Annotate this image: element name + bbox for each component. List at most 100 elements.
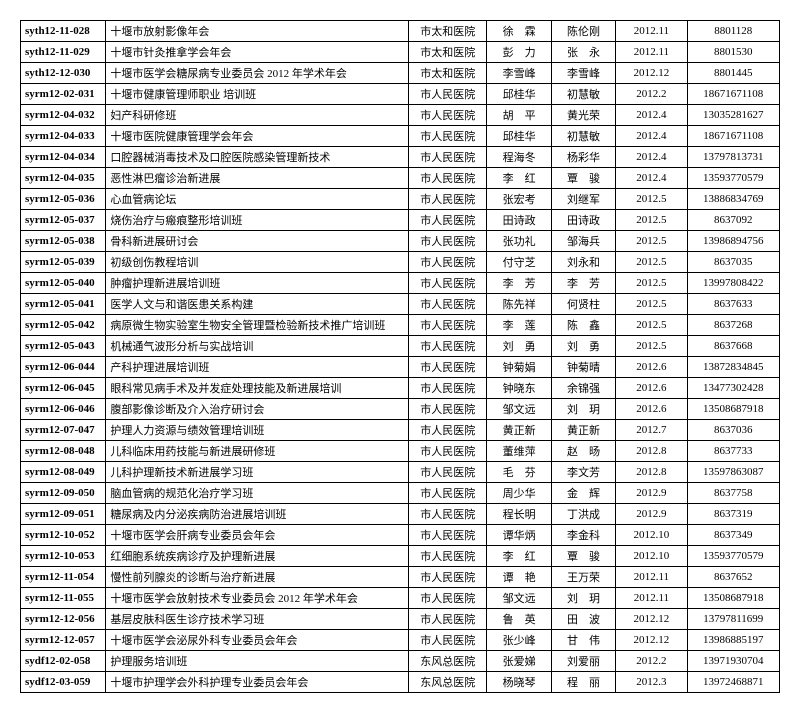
cell-col-2: 市人民医院 [409, 105, 487, 126]
cell-col-0: syrm12-05-038 [21, 231, 106, 252]
cell-col-6: 8637733 [687, 441, 779, 462]
cell-col-2: 市人民医院 [409, 546, 487, 567]
cell-col-3: 张少峰 [487, 630, 551, 651]
cell-col-3: 邹文远 [487, 399, 551, 420]
cell-col-5: 2012.5 [616, 315, 687, 336]
cell-col-0: syrm12-09-050 [21, 483, 106, 504]
cell-col-1: 十堰市医学会糖尿病专业委员会 2012 年学术年会 [106, 63, 409, 84]
table-row: syrm12-05-040肿瘤护理新进展培训班市人民医院李 芳李 芳2012.5… [21, 273, 780, 294]
table-row: syrm12-06-044产科护理进展培训班市人民医院钟菊娟钟菊晴2012.61… [21, 357, 780, 378]
table-row: syrm12-04-034口腔器械消毒技术及口腔医院感染管理新技术市人民医院程海… [21, 147, 780, 168]
cell-col-6: 18671671108 [687, 84, 779, 105]
cell-col-1: 十堰市医院健康管理学会年会 [106, 126, 409, 147]
table-row: syrm12-09-051糖尿病及内分泌疾病防治进展培训班市人民医院程长明丁洪成… [21, 504, 780, 525]
cell-col-5: 2012.12 [616, 609, 687, 630]
cell-col-4: 黄正新 [551, 420, 615, 441]
cell-col-6: 8637633 [687, 294, 779, 315]
cell-col-6: 13508687918 [687, 588, 779, 609]
cell-col-6: 8637349 [687, 525, 779, 546]
cell-col-3: 李 芳 [487, 273, 551, 294]
cell-col-5: 2012.5 [616, 210, 687, 231]
cell-col-1: 妇产科研修班 [106, 105, 409, 126]
cell-col-1: 病原微生物实验室生物安全管理暨检验新技术推广培训班 [106, 315, 409, 336]
cell-col-2: 市人民医院 [409, 630, 487, 651]
cell-col-2: 市人民医院 [409, 441, 487, 462]
cell-col-0: syrm12-05-040 [21, 273, 106, 294]
cell-col-3: 李雪峰 [487, 63, 551, 84]
cell-col-5: 2012.6 [616, 399, 687, 420]
table-row: syrm12-10-053红细胞系统疾病诊疗及护理新进展市人民医院李 红覃 骏2… [21, 546, 780, 567]
cell-col-6: 13972468871 [687, 672, 779, 693]
cell-col-6: 8637668 [687, 336, 779, 357]
cell-col-6: 13872834845 [687, 357, 779, 378]
cell-col-3: 胡 平 [487, 105, 551, 126]
cell-col-4: 李金科 [551, 525, 615, 546]
cell-col-6: 8801128 [687, 21, 779, 42]
cell-col-2: 市人民医院 [409, 147, 487, 168]
cell-col-1: 十堰市放射影像年会 [106, 21, 409, 42]
cell-col-5: 2012.5 [616, 273, 687, 294]
cell-col-3: 钟晓东 [487, 378, 551, 399]
data-table: syth12-11-028十堰市放射影像年会市太和医院徐 霖陈伦刚2012.11… [20, 20, 780, 693]
cell-col-0: syrm12-06-045 [21, 378, 106, 399]
cell-col-6: 13986885197 [687, 630, 779, 651]
cell-col-4: 余锦强 [551, 378, 615, 399]
table-row: syrm12-02-031十堰市健康管理师职业 培训班市人民医院邱桂华初慧敏20… [21, 84, 780, 105]
cell-col-4: 刘 玥 [551, 399, 615, 420]
table-row: syrm12-09-050脑血管病的规范化治疗学习班市人民医院周少华金 辉201… [21, 483, 780, 504]
cell-col-0: syrm12-11-055 [21, 588, 106, 609]
cell-col-0: syrm12-12-057 [21, 630, 106, 651]
cell-col-5: 2012.5 [616, 252, 687, 273]
table-row: syrm12-11-055十堰市医学会放射技术专业委员会 2012 年学术年会市… [21, 588, 780, 609]
cell-col-5: 2012.12 [616, 630, 687, 651]
table-row: syrm12-11-054慢性前列腺炎的诊断与治疗新进展市人民医院谭 艳王万荣2… [21, 567, 780, 588]
cell-col-4: 丁洪成 [551, 504, 615, 525]
cell-col-4: 刘 勇 [551, 336, 615, 357]
cell-col-1: 恶性淋巴瘤诊治新进展 [106, 168, 409, 189]
cell-col-1: 红细胞系统疾病诊疗及护理新进展 [106, 546, 409, 567]
cell-col-6: 13035281627 [687, 105, 779, 126]
cell-col-5: 2012.11 [616, 588, 687, 609]
cell-col-3: 董维萍 [487, 441, 551, 462]
cell-col-1: 十堰市医学会泌尿外科专业委员会年会 [106, 630, 409, 651]
cell-col-2: 市人民医院 [409, 189, 487, 210]
cell-col-0: sydf12-02-058 [21, 651, 106, 672]
cell-col-4: 刘爱丽 [551, 651, 615, 672]
cell-col-1: 口腔器械消毒技术及口腔医院感染管理新技术 [106, 147, 409, 168]
table-row: syrm12-06-045眼科常见病手术及并发症处理技能及新进展培训市人民医院钟… [21, 378, 780, 399]
cell-col-3: 钟菊娟 [487, 357, 551, 378]
cell-col-2: 市人民医院 [409, 336, 487, 357]
cell-col-2: 市人民医院 [409, 567, 487, 588]
cell-col-1: 十堰市医学会肝病专业委员会年会 [106, 525, 409, 546]
cell-col-6: 8637092 [687, 210, 779, 231]
table-body: syth12-11-028十堰市放射影像年会市太和医院徐 霖陈伦刚2012.11… [21, 21, 780, 693]
cell-col-1: 基层皮肤科医生诊疗技术学习班 [106, 609, 409, 630]
cell-col-5: 2012.7 [616, 420, 687, 441]
cell-col-4: 覃 骏 [551, 168, 615, 189]
cell-col-1: 医学人文与和谐医患关系构建 [106, 294, 409, 315]
cell-col-0: syrm12-06-046 [21, 399, 106, 420]
cell-col-3: 徐 霖 [487, 21, 551, 42]
cell-col-1: 产科护理进展培训班 [106, 357, 409, 378]
cell-col-5: 2012.6 [616, 378, 687, 399]
cell-col-5: 2012.9 [616, 483, 687, 504]
cell-col-1: 十堰市医学会放射技术专业委员会 2012 年学术年会 [106, 588, 409, 609]
cell-col-6: 8637268 [687, 315, 779, 336]
cell-col-4: 初慧敏 [551, 126, 615, 147]
cell-col-3: 程长明 [487, 504, 551, 525]
cell-col-5: 2012.9 [616, 504, 687, 525]
table-row: syrm12-05-043机械通气波形分析与实战培训市人民医院刘 勇刘 勇201… [21, 336, 780, 357]
cell-col-5: 2012.5 [616, 231, 687, 252]
cell-col-4: 覃 骏 [551, 546, 615, 567]
cell-col-2: 市人民医院 [409, 420, 487, 441]
cell-col-3: 邹文远 [487, 588, 551, 609]
cell-col-5: 2012.5 [616, 336, 687, 357]
cell-col-4: 陈伦刚 [551, 21, 615, 42]
table-row: syrm12-04-032妇产科研修班市人民医院胡 平黄光荣2012.41303… [21, 105, 780, 126]
cell-col-0: syrm12-10-053 [21, 546, 106, 567]
table-row: syrm12-07-047护理人力资源与绩效管理培训班市人民医院黄正新黄正新20… [21, 420, 780, 441]
cell-col-2: 市人民医院 [409, 504, 487, 525]
cell-col-2: 市太和医院 [409, 21, 487, 42]
cell-col-0: syrm12-11-054 [21, 567, 106, 588]
cell-col-5: 2012.12 [616, 63, 687, 84]
